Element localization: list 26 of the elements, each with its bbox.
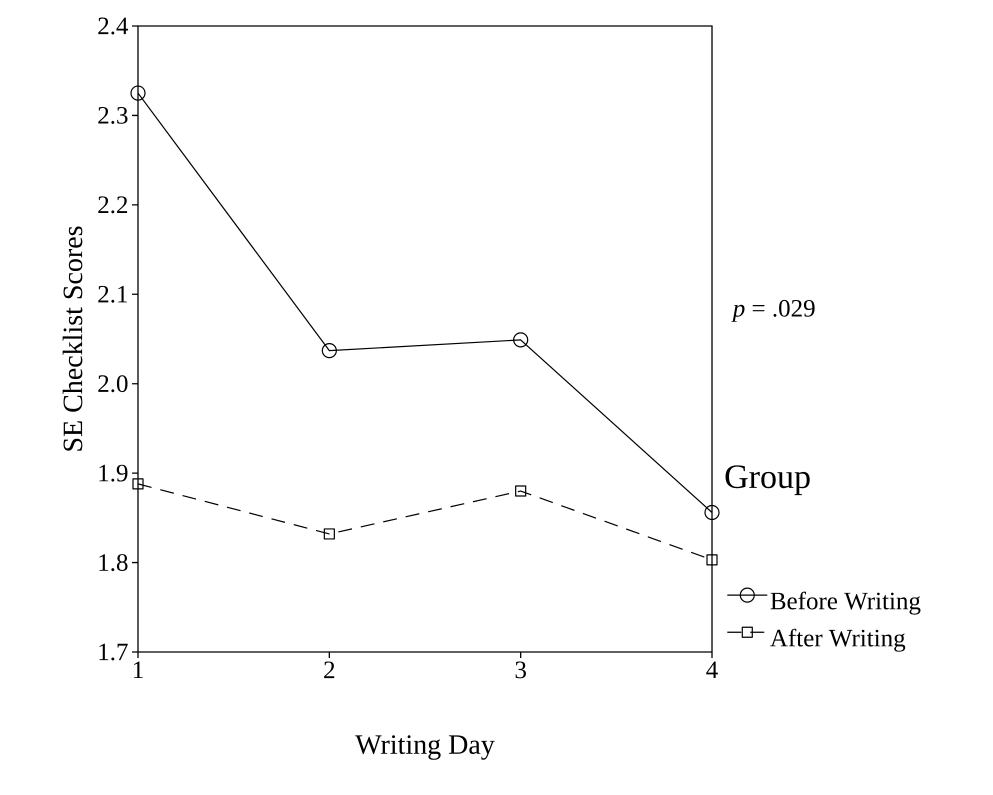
point	[706, 554, 718, 566]
point	[515, 485, 526, 497]
y-tick-label: 2.2	[98, 196, 128, 214]
point	[513, 332, 528, 348]
y-tick-label: 1.9	[99, 464, 128, 482]
legend-label: Before Writing	[770, 592, 920, 615]
y-tick-label: 2.4	[98, 18, 128, 34]
y-tick-label: 2.1	[98, 286, 127, 303]
legend-label: After Writing	[770, 628, 906, 652]
y-axis-title: SE Checklist Scores	[62, 226, 82, 451]
point	[704, 504, 720, 520]
y-tick-label: 1.8	[99, 554, 128, 572]
x-tick-label: 2	[324, 662, 334, 678]
x-axis-title: Writing Day	[355, 735, 495, 760]
x-tick-label: 1	[134, 662, 143, 678]
point	[322, 343, 337, 358]
y-tick-label: 1.7	[99, 644, 128, 660]
point	[130, 85, 146, 101]
point	[132, 478, 144, 490]
y-tick-label: 2.0	[98, 375, 128, 392]
text: p = .029	[731, 300, 815, 322]
y-tick-label: 2.3	[98, 106, 128, 124]
point	[324, 528, 335, 540]
x-tick-label: 3	[516, 662, 526, 678]
legend-title: Group	[726, 465, 810, 496]
x-tick-label: 4	[706, 662, 718, 678]
